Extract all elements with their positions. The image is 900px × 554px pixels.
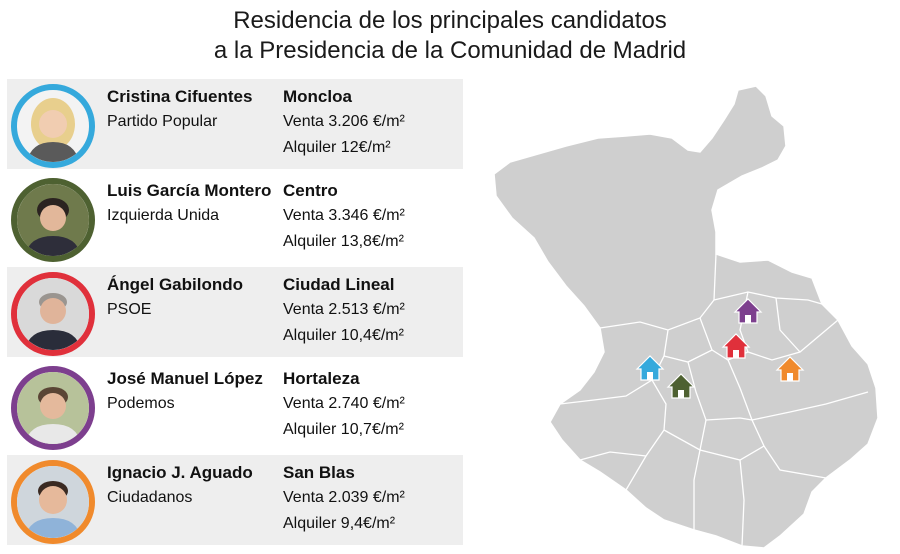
avatar [11, 178, 95, 262]
sale-price: Venta 2.513 €/m² [283, 301, 405, 318]
portrait-icon [17, 278, 89, 350]
candidate-name: Cristina Cifuentes [107, 87, 253, 106]
rent-price: Alquiler 10,4€/m² [283, 327, 404, 344]
madrid-outline [493, 85, 879, 548]
candidate-district: Centro [283, 181, 338, 200]
house-icon [733, 298, 763, 324]
portrait-icon [17, 372, 89, 444]
avatar [11, 84, 95, 168]
sale-price: Venta 3.206 €/m² [283, 113, 405, 130]
portrait-icon [27, 98, 79, 162]
avatar [11, 272, 95, 356]
candidate-district: Hortaleza [283, 369, 360, 388]
candidate-name: Ángel Gabilondo [107, 275, 243, 294]
candidate-party: Podemos [107, 395, 175, 412]
house-marker-cifuentes [635, 355, 665, 381]
avatar [11, 366, 95, 450]
candidate-district: San Blas [283, 463, 355, 482]
rent-price: Alquiler 10,7€/m² [283, 421, 404, 438]
candidate-party: PSOE [107, 301, 152, 318]
candidate-list: Cristina Cifuentes Partido Popular Moncl… [7, 79, 463, 549]
candidate-row-lopez: José Manuel López Podemos Hortaleza Vent… [7, 361, 463, 451]
portrait-icon [17, 466, 89, 538]
avatar [11, 460, 95, 544]
candidate-row-aguado: Ignacio J. Aguado Ciudadanos San Blas Ve… [7, 455, 463, 545]
candidate-party: Partido Popular [107, 113, 218, 130]
page-title: Residencia de los principales candidatos… [0, 6, 900, 66]
rent-price: Alquiler 12€/m² [283, 139, 391, 156]
candidate-district: Ciudad Lineal [283, 275, 395, 294]
candidate-name: Ignacio J. Aguado [107, 463, 253, 482]
house-icon [635, 355, 665, 381]
rent-price: Alquiler 13,8€/m² [283, 233, 404, 250]
title-line-1: Residencia de los principales candidatos [233, 7, 667, 34]
madrid-map [493, 85, 879, 548]
sale-price: Venta 2.039 €/m² [283, 489, 405, 506]
title-line-2: a la Presidencia de la Comunidad de Madr… [213, 37, 687, 64]
house-marker-aguado [775, 356, 805, 382]
house-marker-lopez [733, 298, 763, 324]
house-icon [666, 373, 696, 399]
candidate-name: Luis García Montero [107, 181, 272, 200]
candidate-row-garcia-montero: Luis García Montero Izquierda Unida Cent… [7, 173, 463, 263]
candidate-name: José Manuel López [107, 369, 263, 388]
candidate-row-gabilondo: Ángel Gabilondo PSOE Ciudad Lineal Venta… [7, 267, 463, 357]
candidate-district: Moncloa [283, 87, 352, 106]
house-icon [775, 356, 805, 382]
house-icon [721, 333, 751, 359]
house-marker-gabilondo [721, 333, 751, 359]
candidate-party: Ciudadanos [107, 489, 193, 506]
sale-price: Venta 3.346 €/m² [283, 207, 405, 224]
candidate-row-cifuentes: Cristina Cifuentes Partido Popular Moncl… [7, 79, 463, 169]
sale-price: Venta 2.740 €/m² [283, 395, 405, 412]
portrait-icon [17, 184, 89, 256]
candidate-party: Izquierda Unida [107, 207, 220, 224]
house-marker-garcia-montero [666, 373, 696, 399]
rent-price: Alquiler 9,4€/m² [283, 515, 396, 532]
